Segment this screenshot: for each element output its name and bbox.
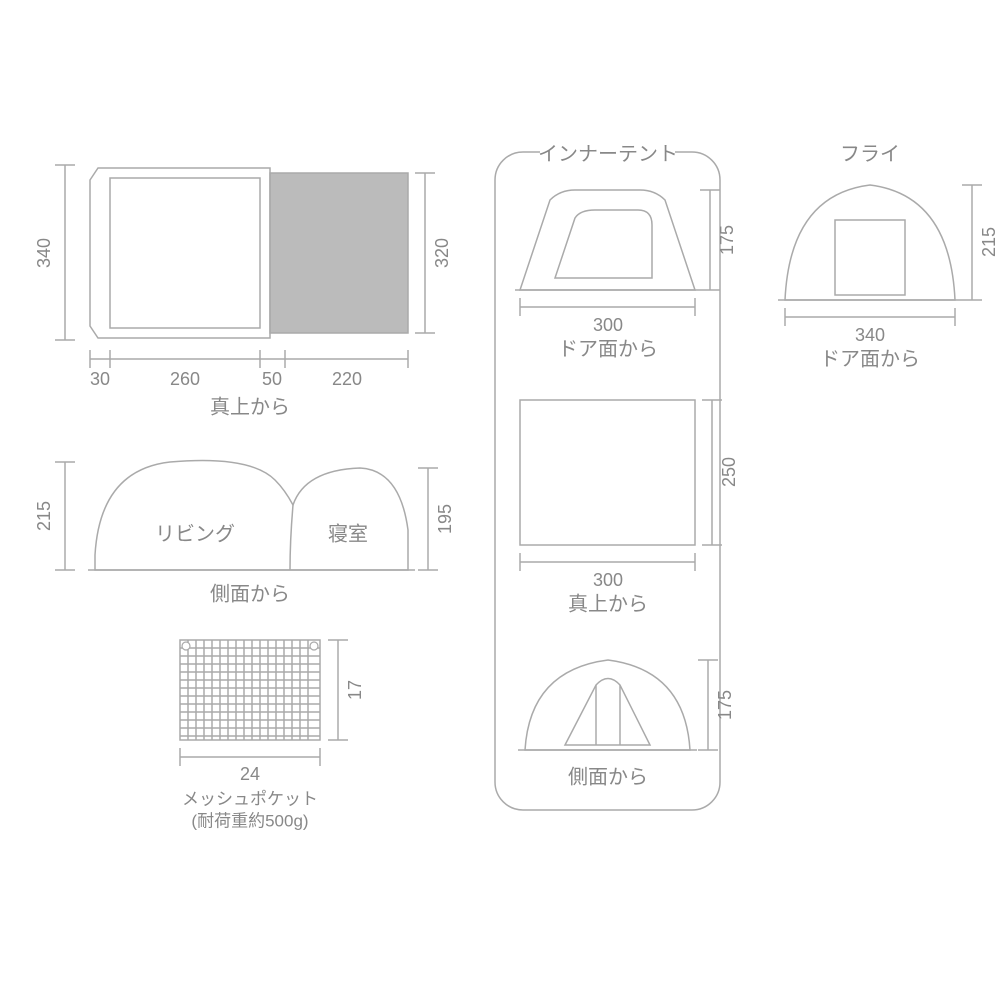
inner-top-300: 300 [593,570,623,590]
inner-tent-group: インナーテント 175 300 ドア面から 250 [495,142,739,810]
inner-side-face: 175 側面から [518,660,735,788]
side-view: リビング 寝室 215 195 側面から [34,460,455,605]
inner-door-175: 175 [717,225,737,255]
inner-tent-title: インナーテント [538,143,678,165]
top-plan-label: 真上から [210,395,290,418]
tent-spec-diagram: 340 320 30 260 50 220 真上から リビング 寝室 215 [0,0,1000,1000]
dim-50: 50 [262,369,282,389]
dim-17: 17 [345,680,365,700]
inner-door-300: 300 [593,315,623,335]
inner-top-label: 真上から [568,592,648,615]
dim-24: 24 [240,764,260,784]
dim-215: 215 [34,501,54,531]
dim-260: 260 [170,369,200,389]
inner-side-label: 側面から [568,765,648,788]
fly-340: 340 [855,325,885,345]
living-label: リビング [155,522,235,545]
dim-195: 195 [435,504,455,534]
inner-side-175: 175 [715,690,735,720]
fly-view: フライ 215 340 ドア面から [778,143,999,370]
mesh-label-1: メッシュポケット [182,789,318,808]
inner-door-label: ドア面から [558,338,658,360]
fly-title: フライ [840,143,900,165]
top-plan-view: 340 320 30 260 50 220 真上から [34,165,452,418]
fly-label: ドア面から [820,348,920,370]
mesh-pocket: 17 24 メッシュポケット (耐荷重約500g) [180,640,365,830]
side-view-label: 側面から [210,582,290,605]
fly-215: 215 [979,227,999,257]
bedroom-label: 寝室 [328,522,368,545]
inner-top-view: 250 300 真上から [520,400,739,615]
dim-320: 320 [432,238,452,268]
plan-bedroom-fill [270,173,408,333]
mesh-label-2: (耐荷重約500g) [191,811,308,830]
dim-220: 220 [332,369,362,389]
dim-30: 30 [90,369,110,389]
inner-door-face: 175 300 ドア面から [515,190,737,360]
dim-340: 340 [34,238,54,268]
inner-top-250: 250 [719,457,739,487]
